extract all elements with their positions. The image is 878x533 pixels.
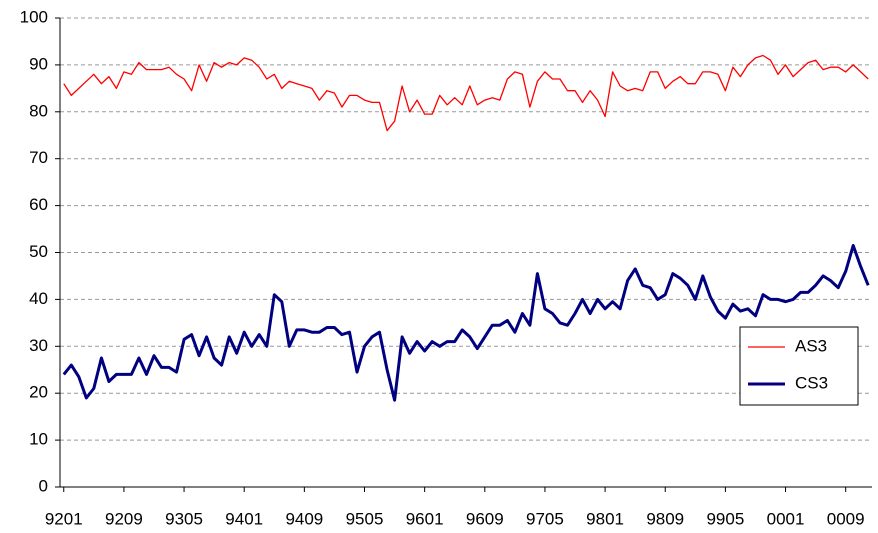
legend-box [739, 326, 859, 406]
y-tick-label: 40 [29, 289, 48, 308]
x-tick-label: 9601 [406, 509, 444, 528]
legend-label: CS3 [795, 373, 828, 392]
x-tick-label: 0009 [827, 509, 865, 528]
x-tick-label: 9609 [466, 509, 504, 528]
x-tick-label: 0001 [767, 509, 805, 528]
x-tick-label: 9305 [165, 509, 203, 528]
y-tick-label: 70 [29, 148, 48, 167]
x-tick-label: 9505 [346, 509, 384, 528]
x-tick-label: 9801 [586, 509, 624, 528]
x-tick-label: 9201 [45, 509, 83, 528]
x-tick-label: 9409 [285, 509, 323, 528]
x-tick-label: 9705 [526, 509, 564, 528]
x-tick-label: 9905 [706, 509, 744, 528]
y-tick-label: 0 [39, 476, 48, 495]
y-tick-label: 20 [29, 383, 48, 402]
y-tick-label: 60 [29, 195, 48, 214]
y-tick-label: 10 [29, 430, 48, 449]
y-tick-label: 80 [29, 101, 48, 120]
y-tick-label: 90 [29, 54, 48, 73]
y-tick-label: 30 [29, 336, 48, 355]
legend-label: AS3 [795, 336, 827, 355]
series-line [62, 244, 870, 402]
series-line [63, 54, 869, 132]
y-tick-label: 100 [20, 7, 48, 26]
x-tick-label: 9209 [105, 509, 143, 528]
x-tick-label: 9809 [646, 509, 684, 528]
y-tick-label: 50 [29, 242, 48, 261]
x-tick-label: 9401 [225, 509, 263, 528]
